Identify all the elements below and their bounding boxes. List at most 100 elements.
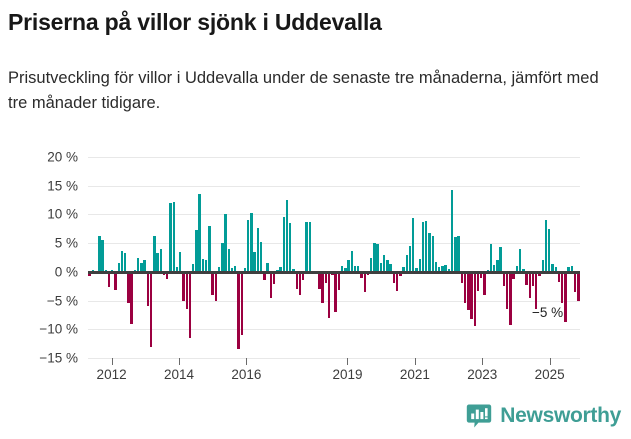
bar: [522, 268, 525, 272]
plot-area: [88, 157, 580, 359]
bar: [159, 248, 163, 272]
bar: [353, 266, 357, 272]
bar: [560, 271, 564, 303]
x-axis-tick: [414, 358, 416, 365]
y-axis-tick-label: 5 %: [54, 235, 78, 251]
bar: [127, 271, 130, 304]
x-axis-tick-label: 2016: [231, 367, 262, 382]
bar: [512, 271, 515, 279]
bar-chart: 20 % 15 % 10 % 5 % 0 % −5 % −10 % −15 % 2012 2014…: [0, 145, 631, 395]
bar: [415, 267, 418, 272]
bar: [214, 271, 218, 301]
gridline: [88, 157, 580, 158]
bar: [175, 266, 179, 272]
bar: [305, 221, 308, 272]
y-axis-tick-label: 20 %: [47, 149, 78, 165]
bar: [570, 266, 574, 272]
bar: [327, 271, 331, 318]
bar: [528, 271, 532, 298]
bar: [548, 228, 551, 272]
bar: [386, 260, 389, 272]
bar: [289, 223, 292, 272]
bar: [230, 268, 234, 272]
bar: [450, 190, 454, 272]
bar: [441, 266, 444, 272]
bar: [473, 271, 476, 327]
bar: [250, 212, 253, 272]
bar: [363, 271, 366, 292]
bar: [117, 263, 120, 272]
bar: [444, 264, 447, 272]
x-axis-tick: [178, 358, 180, 365]
bar: [107, 271, 111, 287]
y-axis-tick-label: 10 %: [47, 206, 78, 222]
bar: [483, 271, 486, 295]
bar: [276, 269, 279, 272]
bar: [370, 257, 373, 272]
bar: [208, 225, 211, 272]
bar: [133, 269, 137, 272]
bar: [130, 271, 133, 324]
bar: [454, 237, 457, 272]
bar: [224, 214, 227, 272]
bar: [256, 227, 260, 272]
zero-axis-line: [88, 270, 580, 274]
bar: [373, 243, 376, 272]
bar: [179, 252, 182, 272]
bar: [253, 251, 256, 272]
x-axis-tick: [246, 358, 248, 365]
bar: [434, 261, 438, 272]
bar: [308, 222, 311, 272]
x-axis-tick-label: 2025: [534, 367, 565, 382]
bar: [389, 263, 392, 272]
bar: [340, 266, 344, 272]
gridline: [88, 329, 580, 331]
bar-chart-bubble-icon: [466, 403, 492, 429]
bar: [518, 248, 522, 272]
bar: [402, 266, 405, 272]
bar: [259, 241, 263, 272]
bar: [431, 236, 434, 272]
bar: [182, 271, 185, 301]
bar: [282, 217, 286, 272]
bar: [496, 260, 499, 272]
bar: [237, 271, 240, 350]
bar: [318, 271, 321, 290]
page-title: Priserna på villor sjönk i Uddevalla: [8, 9, 382, 35]
bar: [447, 268, 451, 272]
x-axis-tick: [111, 358, 113, 365]
bar: [295, 271, 298, 290]
bar: [544, 220, 548, 272]
bar: [392, 271, 396, 284]
bar: [172, 201, 175, 272]
bar: [567, 267, 570, 272]
bar: [114, 271, 117, 291]
bar: [279, 267, 282, 272]
newsworthy-logo[interactable]: Newsworthy: [466, 403, 621, 429]
bar: [211, 271, 214, 295]
bar: [502, 271, 506, 287]
bar: [292, 268, 295, 272]
y-axis-tick-label: 0 %: [54, 264, 78, 280]
bar: [382, 254, 386, 272]
bar: [418, 258, 421, 272]
bar: [557, 271, 561, 283]
bar: [395, 271, 399, 292]
bar: [188, 271, 192, 338]
bar: [476, 271, 480, 291]
gridline: [88, 300, 580, 302]
bar: [421, 222, 425, 272]
bar: [480, 271, 483, 278]
bar: [136, 257, 140, 272]
bar: [204, 260, 208, 272]
bar: [143, 259, 146, 272]
bar: [234, 266, 237, 272]
x-axis-tick-label: 2021: [399, 367, 430, 382]
x-axis-tick-label: 2019: [332, 367, 363, 382]
bar: [499, 247, 502, 272]
bar: [379, 262, 383, 272]
bar: [321, 271, 324, 304]
bar: [577, 271, 580, 301]
bar: [551, 264, 554, 272]
